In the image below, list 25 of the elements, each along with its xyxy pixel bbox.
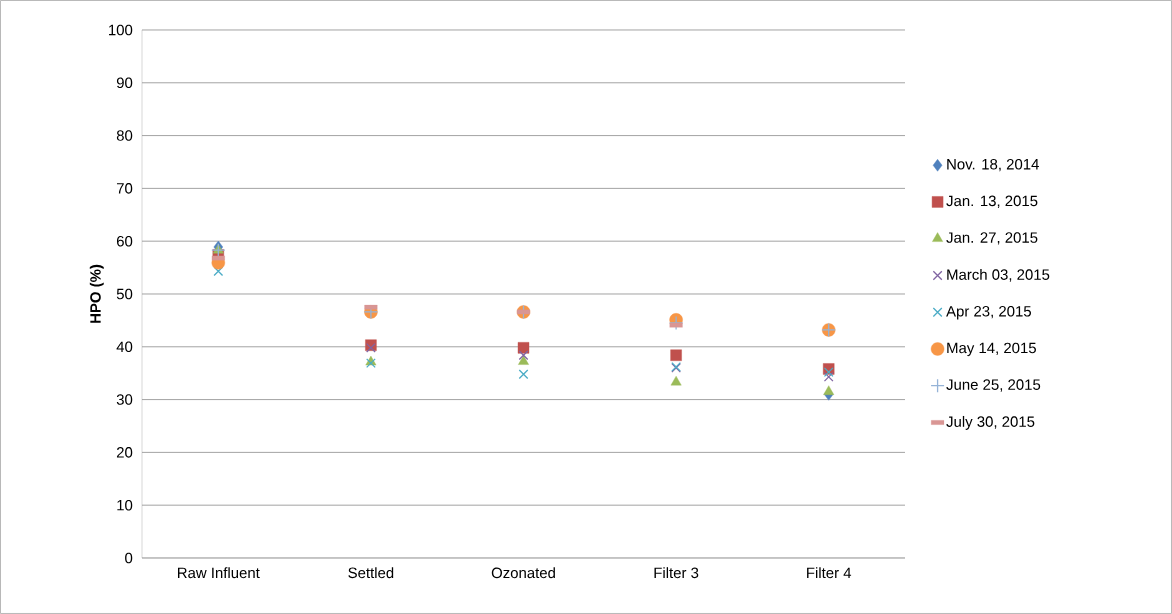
legend-label: March 03, 2015 xyxy=(947,268,1050,282)
legend-label: Jan. 13, 2015 xyxy=(946,195,1038,208)
y-tick-label: 10 xyxy=(117,499,133,511)
x-tick-label: Settled xyxy=(348,567,394,579)
legend-label: June 25, 2015 xyxy=(946,379,1041,392)
y-axis-title: HPO (%) xyxy=(89,264,104,323)
y-tick-label: 100 xyxy=(109,24,133,36)
y-tick-label: 70 xyxy=(116,183,133,194)
y-tick-label: 60 xyxy=(116,235,133,247)
y-tick-label: 90 xyxy=(116,77,133,89)
legend-label: Apr 23, 2015 xyxy=(946,305,1032,320)
x-tick-label: Filter 3 xyxy=(654,567,699,579)
y-tick-label: 50 xyxy=(116,288,133,300)
legend-label: July 30, 2015 xyxy=(946,415,1035,430)
x-tick-label: Ozonated xyxy=(491,567,555,579)
legend-label: Jan. 27, 2015 xyxy=(946,232,1038,245)
y-tick-label: 0 xyxy=(125,552,133,564)
x-tick-label: Raw Influent xyxy=(177,567,260,579)
legend-label: Nov. 18, 2014 xyxy=(947,158,1039,172)
legend-label: May 14, 2015 xyxy=(947,342,1036,357)
y-tick-label: 40 xyxy=(116,341,133,353)
y-tick-label: 80 xyxy=(116,130,133,141)
y-tick-label: 20 xyxy=(116,447,133,458)
x-tick-label: Filter 4 xyxy=(807,567,852,579)
y-tick-label: 30 xyxy=(116,394,133,405)
